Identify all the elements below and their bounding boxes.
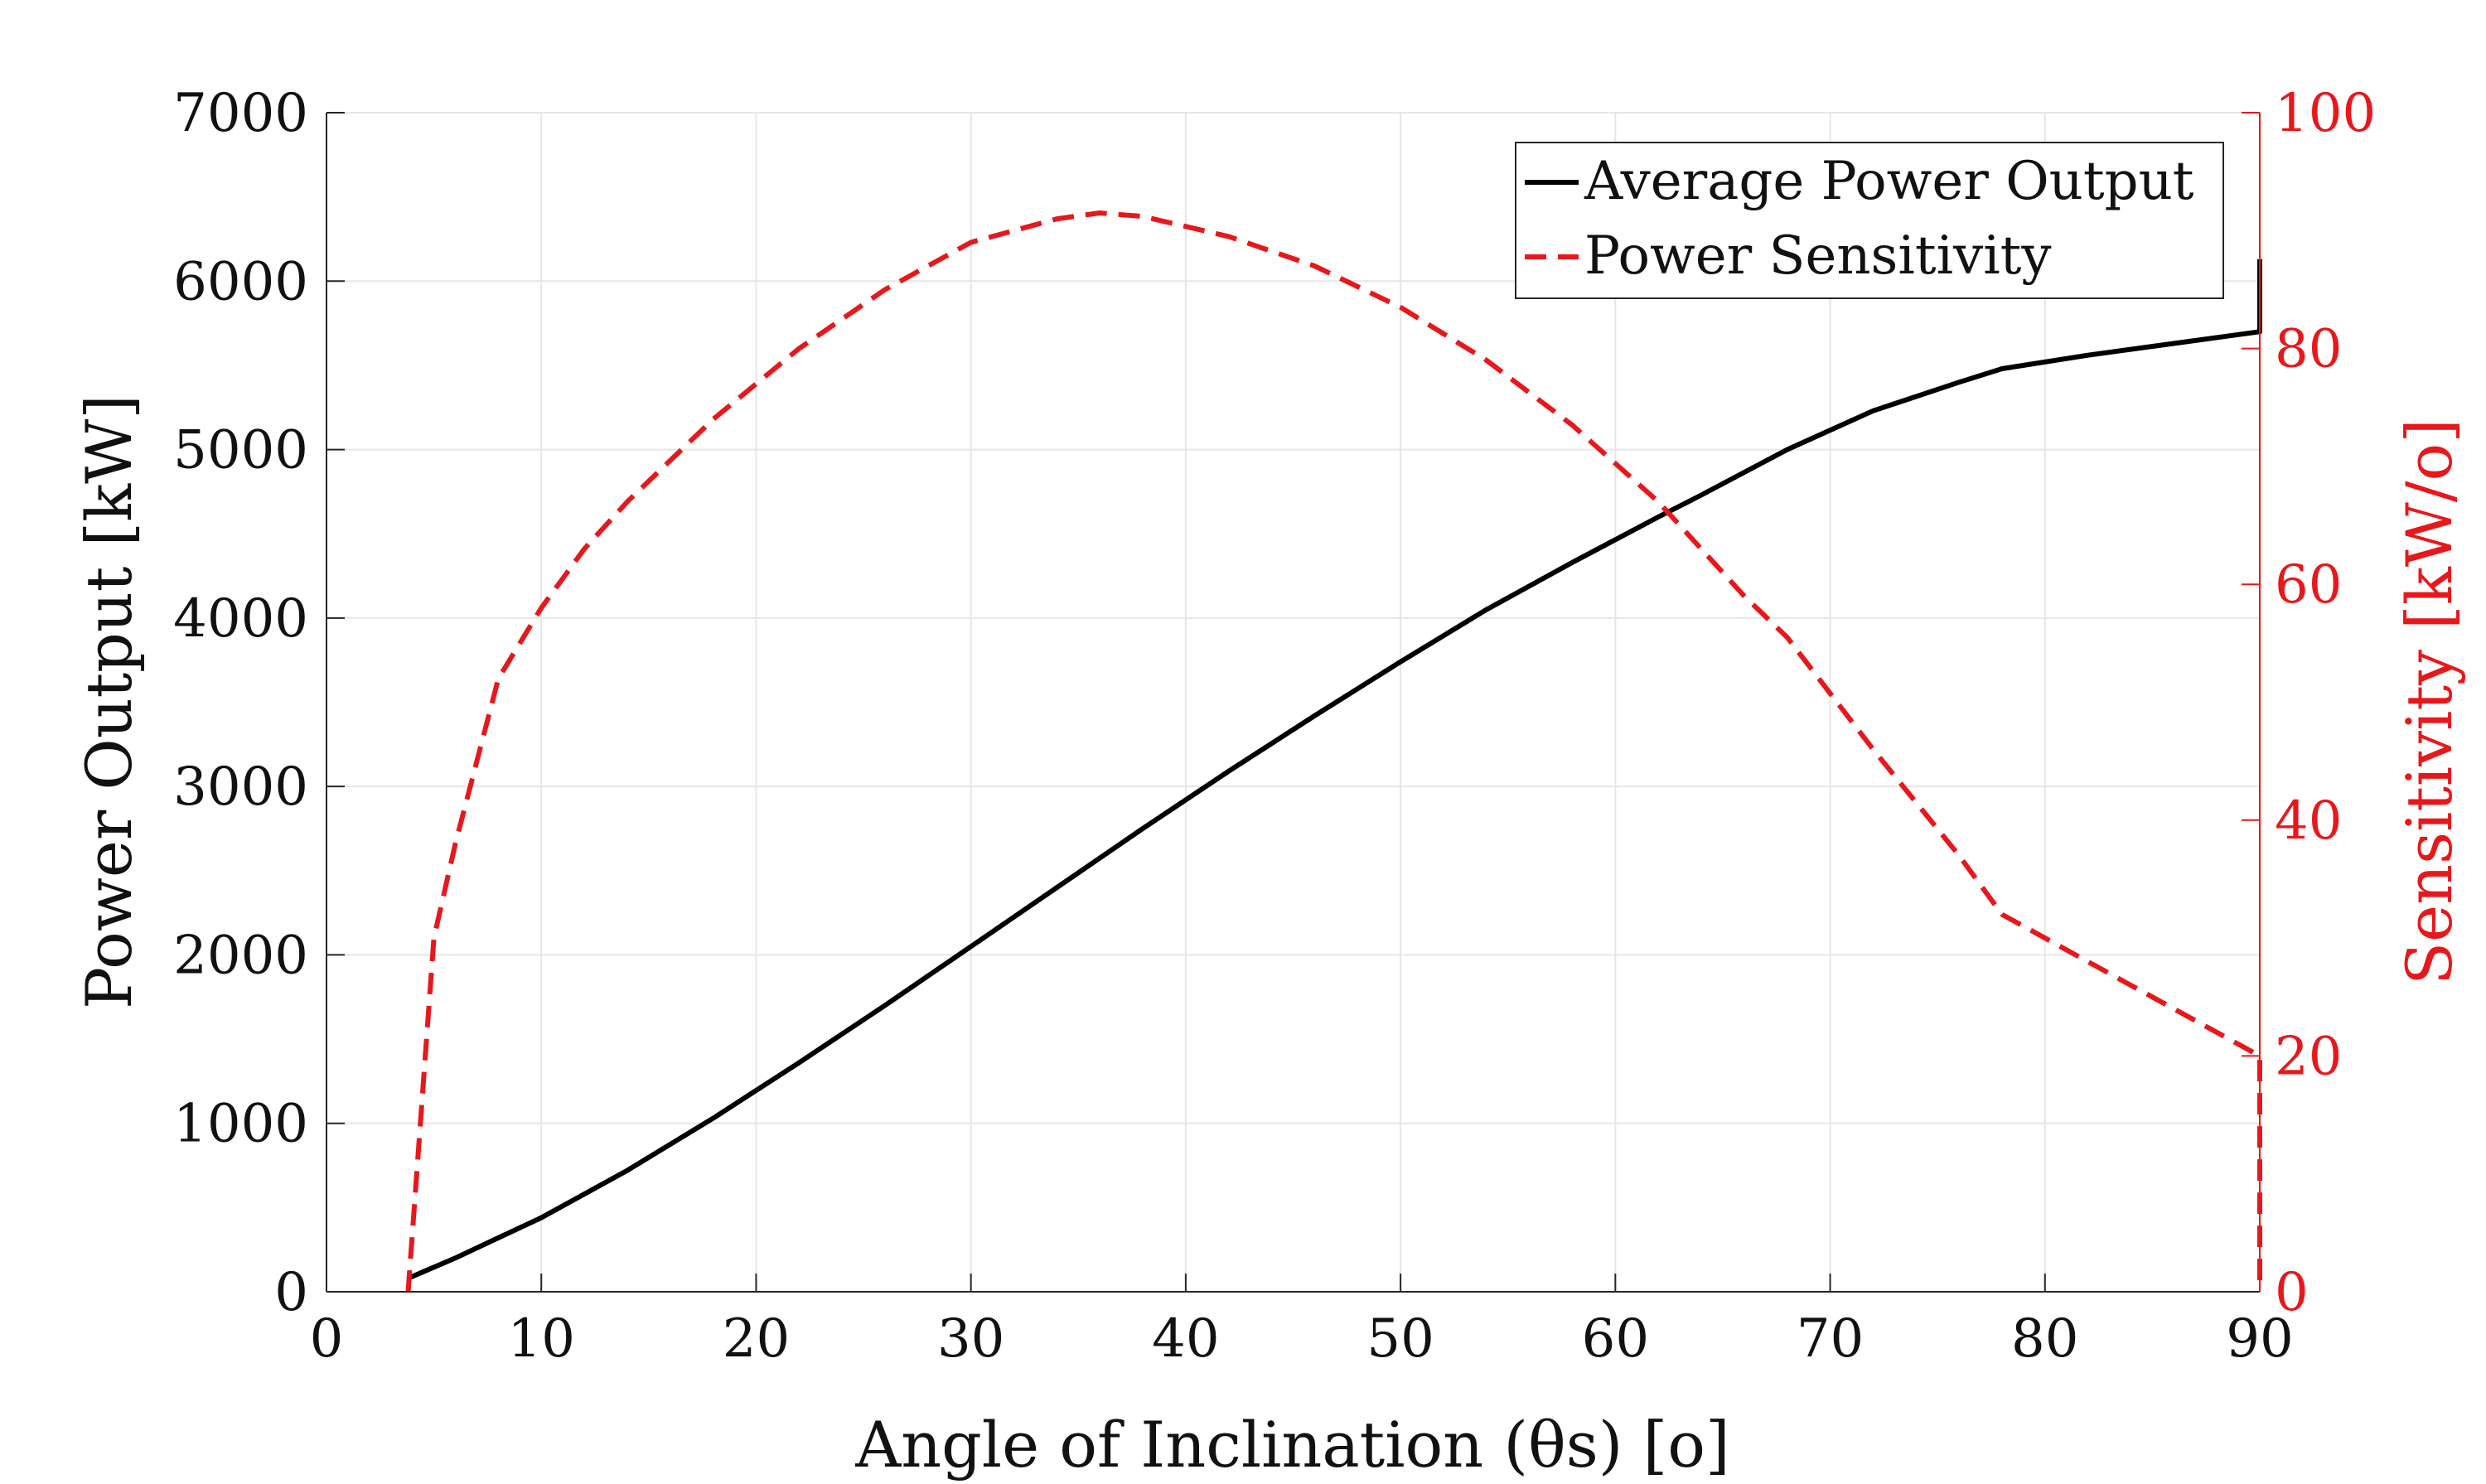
- legend: Average Power Output Power Sensitivity: [1515, 142, 2224, 299]
- y-tick-label-right: 80: [2275, 319, 2342, 380]
- y-tick-label-right: 40: [2275, 790, 2342, 852]
- x-tick-label: 90: [2226, 1308, 2293, 1370]
- y-tick-label-left: 5000: [173, 420, 308, 481]
- x-tick-label: 80: [2011, 1308, 2078, 1370]
- y-tick-label-right: 0: [2275, 1262, 2309, 1323]
- legend-label-power: Average Power Output: [1584, 151, 2194, 212]
- x-tick-label: 20: [723, 1308, 790, 1370]
- x-axis-title: Angle of Inclination (θs) [o]: [854, 1408, 1729, 1482]
- y-tick-label-left: 0: [274, 1262, 308, 1323]
- y-tick-label-left: 4000: [173, 588, 308, 650]
- legend-label-sensitivity: Power Sensitivity: [1584, 225, 2052, 287]
- x-tick-label: 70: [1797, 1308, 1864, 1370]
- y-tick-label-left: 3000: [173, 757, 308, 818]
- x-tick-label: 50: [1366, 1308, 1434, 1370]
- series-layer: [405, 210, 2262, 1293]
- y-tick-label-left: 1000: [173, 1094, 308, 1155]
- x-tick-label: 0: [310, 1308, 344, 1370]
- series-line-power: [407, 259, 2262, 1281]
- series-line-sensitivity: [405, 210, 2262, 1293]
- y-tick-label-left: 2000: [173, 925, 308, 986]
- y-axis-title-left: Power Output [kW]: [72, 394, 146, 1009]
- y-axis-title-right: Sensitivity [kW/o]: [2392, 418, 2466, 985]
- x-tick-label: 30: [937, 1308, 1004, 1370]
- y-tick-label-left: 7000: [173, 83, 308, 144]
- axes: [326, 112, 2261, 1293]
- y-tick-label-left: 6000: [173, 251, 308, 312]
- legend-box: [1515, 142, 2224, 299]
- y-tick-label-right: 60: [2275, 554, 2342, 616]
- x-tick-label: 10: [508, 1308, 575, 1370]
- tick-labels: 0 10 20 30 40 50 60 70 80 90010002000300040005000…: [173, 83, 2376, 1370]
- plot-area: [326, 113, 2260, 1292]
- x-tick-label: 40: [1152, 1308, 1219, 1370]
- x-tick-label: 60: [1582, 1308, 1649, 1370]
- y-tick-label-right: 100: [2275, 83, 2376, 144]
- y-tick-label-right: 20: [2275, 1026, 2342, 1087]
